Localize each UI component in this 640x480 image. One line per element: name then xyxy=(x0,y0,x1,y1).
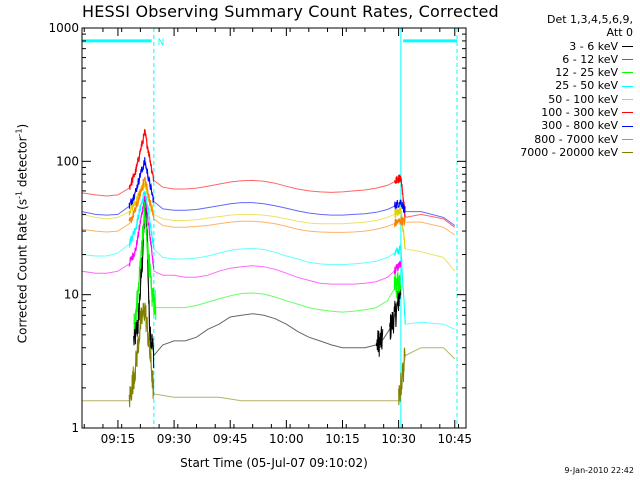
x-tick-label: 09:45 xyxy=(213,432,248,446)
legend-entry-swatch xyxy=(622,138,633,140)
x-tick-label: 10:00 xyxy=(269,432,304,446)
series-line xyxy=(128,128,406,219)
y-tick-label: 100 xyxy=(56,154,79,168)
legend-header-line2: Att 0 xyxy=(606,26,633,40)
series-line xyxy=(128,190,406,325)
series-trend xyxy=(82,307,456,402)
series-line xyxy=(128,302,406,408)
legend-entry: 100 - 300 keV xyxy=(520,106,633,119)
footer-timestamp: 9-Jan-2010 22:42 xyxy=(564,466,634,475)
chart-axes: 1 10 100 1000 09:15 09:30 09:45 10:00 10:15 10:30… xyxy=(48,21,472,446)
legend-entry-label: 50 - 100 keV xyxy=(548,92,618,106)
legend-entry: 3 - 6 keV xyxy=(520,40,633,53)
legend-entry-swatch xyxy=(622,152,633,154)
series-line xyxy=(128,195,402,275)
legend-entry-label: 800 - 7000 keV xyxy=(534,132,618,146)
x-tick-label: 09:15 xyxy=(101,432,136,446)
plot-area: N xyxy=(82,28,458,428)
series-300-800-keV xyxy=(82,157,456,226)
y-tick-label: 10 xyxy=(64,288,79,302)
series-100-300-keV xyxy=(82,128,456,228)
y-tick-label: 1 xyxy=(71,421,79,435)
legend-entry-label: 12 - 25 keV xyxy=(555,66,618,80)
plot-frame xyxy=(81,27,467,429)
legend-entry: 7000 - 20000 keV xyxy=(520,146,633,159)
chart-title: HESSI Observing Summary Count Rates, Cor… xyxy=(82,2,499,21)
legend-entry: 300 - 800 keV xyxy=(520,119,633,132)
chart-marks: N xyxy=(82,28,458,428)
legend-entry-swatch xyxy=(622,125,633,127)
series-trend xyxy=(82,159,456,226)
series-trend xyxy=(82,132,456,228)
legend-entry-label: 7000 - 20000 keV xyxy=(520,145,618,159)
legend-entry-label: 6 - 12 keV xyxy=(562,52,618,66)
legend-entry: 50 - 100 keV xyxy=(520,93,633,106)
series-50-100-keV xyxy=(82,180,456,272)
legend-entries: 3 - 6 keV 6 - 12 keV 12 - 25 keV 25 - 50 ke… xyxy=(520,40,633,160)
night-label: N xyxy=(158,38,165,48)
legend-header-line1: Det 1,3,4,5,6,9, xyxy=(546,13,633,26)
legend-entry-label: 100 - 300 keV xyxy=(541,106,618,120)
series-trend xyxy=(133,207,402,357)
series-7000-20000-keV xyxy=(82,302,456,408)
legend-entry: 6 - 12 keV xyxy=(520,53,633,66)
series-800-7000-keV xyxy=(82,176,456,236)
y-axis-label: Corrected Count Rate (s-1 detector-1) xyxy=(15,84,30,384)
series-line xyxy=(133,201,402,330)
legend-entry-label: 25 - 50 keV xyxy=(555,79,618,93)
y-axis-label-end: ) xyxy=(15,123,30,129)
y-axis-label-mid: detector xyxy=(15,136,30,191)
legend-entry-swatch xyxy=(622,85,633,87)
legend-entry-swatch xyxy=(622,98,633,100)
series-trend xyxy=(133,214,402,325)
legend-entry: 12 - 25 keV xyxy=(520,66,633,79)
y-axis-label-sup1: -1 xyxy=(14,190,24,199)
legend-entry: 25 - 50 keV xyxy=(520,79,633,92)
y-tick-label: 1000 xyxy=(48,21,79,35)
x-tick-label: 09:30 xyxy=(157,432,192,446)
legend-entry-swatch xyxy=(622,59,633,61)
legend-entry-swatch xyxy=(622,45,633,47)
legend-entry-label: 3 - 6 keV xyxy=(569,39,618,53)
series-25-50-keV xyxy=(82,190,456,330)
series-trend xyxy=(82,190,456,330)
legend-entry: 800 - 7000 keV xyxy=(520,133,633,146)
legend-entry-swatch xyxy=(622,72,633,74)
x-axis-label: Start Time (05-Jul-07 09:10:02) xyxy=(180,456,368,470)
series-line xyxy=(128,180,406,250)
y-axis-label-sup2: -1 xyxy=(14,128,24,137)
legend-entry-swatch xyxy=(622,112,633,114)
legend-entry-label: 300 - 800 keV xyxy=(541,119,618,133)
x-tick-label: 10:15 xyxy=(325,432,360,446)
series-12-25-keV xyxy=(133,201,402,330)
series-trend xyxy=(82,177,456,236)
x-tick-label: 10:45 xyxy=(437,432,472,446)
series-trend xyxy=(82,182,456,272)
x-tick-label: 10:30 xyxy=(381,432,416,446)
series-trend xyxy=(82,195,402,285)
chart-legend: Det 1,3,4,5,6,9, Att 0 3 - 6 keV 6 - 12 k… xyxy=(520,13,633,159)
y-axis-label-main: Corrected Count Rate (s xyxy=(15,198,30,344)
